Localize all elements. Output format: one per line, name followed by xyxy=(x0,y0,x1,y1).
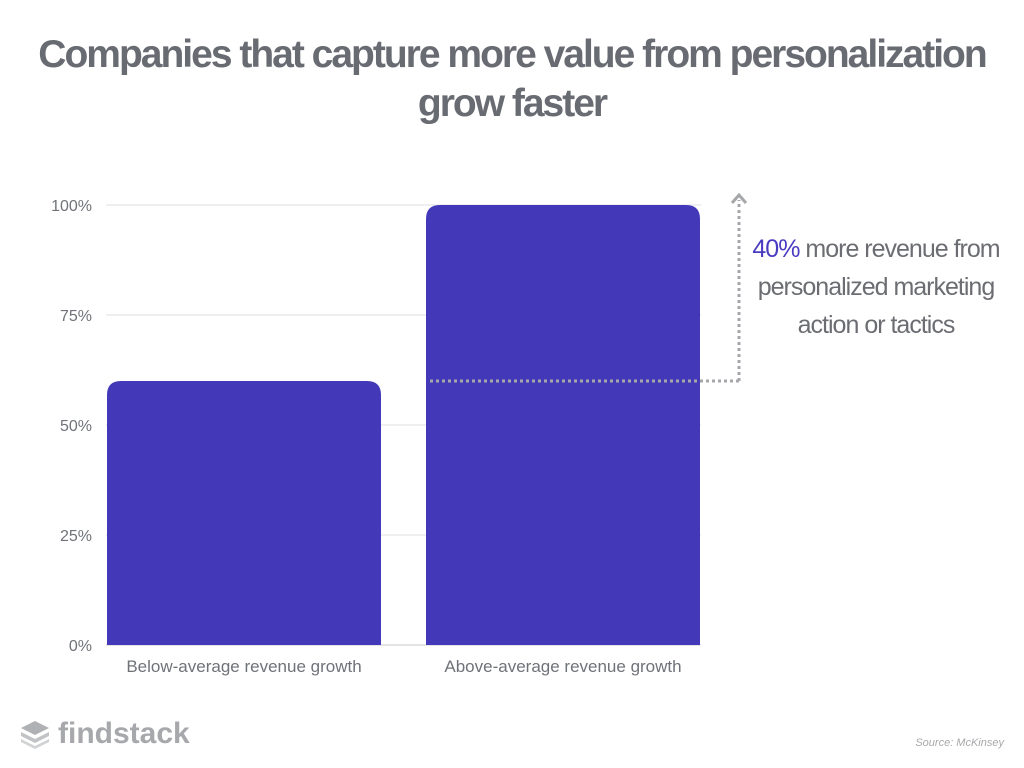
annotation-text: 40% more revenue from personalized marke… xyxy=(752,230,1000,344)
y-tick-label: 100% xyxy=(51,198,92,215)
source-label: Source: McKinsey xyxy=(915,737,1004,749)
x-tick-label: Below-average revenue growth xyxy=(126,657,361,676)
logo-text: findstack xyxy=(58,717,190,750)
stack-icon xyxy=(21,721,49,749)
y-tick-label: 0% xyxy=(69,638,92,655)
y-tick-label: 25% xyxy=(60,528,92,545)
arrow-head xyxy=(730,192,748,204)
y-tick-label: 75% xyxy=(60,308,92,325)
findstack-logo: findstack xyxy=(18,716,190,752)
chart-title: Companies that capture more value from p… xyxy=(38,33,987,125)
x-tick-label: Above-average revenue growth xyxy=(444,657,681,676)
annotation-highlight: 40% xyxy=(752,235,800,263)
bar xyxy=(426,205,700,645)
annotation-body: more revenue from personalized marketing… xyxy=(757,235,1001,339)
bar xyxy=(107,381,381,645)
y-tick-label: 50% xyxy=(60,418,92,435)
